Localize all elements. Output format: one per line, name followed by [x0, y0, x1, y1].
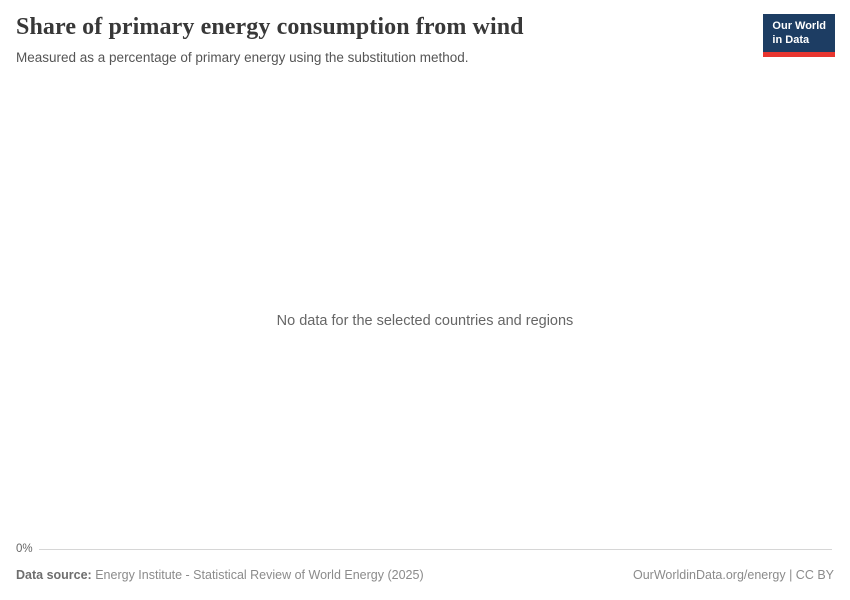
y-axis-tick-zero: 0% — [16, 543, 33, 555]
axis-row: 0% — [16, 542, 832, 556]
footer-credit-link[interactable]: OurWorldinData.org/energy | CC BY — [632, 568, 834, 582]
axis-baseline — [38, 548, 832, 550]
data-source[interactable]: Data source: Energy Institute - Statisti… — [16, 568, 424, 582]
chart-footer: Data source: Energy Institute - Statisti… — [16, 568, 834, 582]
chart-title: Share of primary energy consumption from… — [16, 14, 524, 40]
owid-logo[interactable]: Our World in Data — [763, 14, 835, 57]
data-source-text[interactable]: Energy Institute - Statistical Review of… — [95, 568, 424, 582]
data-source-label: Data source: — [16, 568, 92, 582]
owid-logo-line1: Our World — [772, 20, 826, 32]
chart-subtitle: Measured as a percentage of primary ener… — [16, 49, 469, 65]
plot-area: No data for the selected countries and r… — [0, 90, 850, 540]
chart-header: Share of primary energy consumption from… — [16, 13, 754, 66]
no-data-message: No data for the selected countries and r… — [276, 313, 574, 329]
owid-logo-line2: in Data — [772, 34, 810, 47]
